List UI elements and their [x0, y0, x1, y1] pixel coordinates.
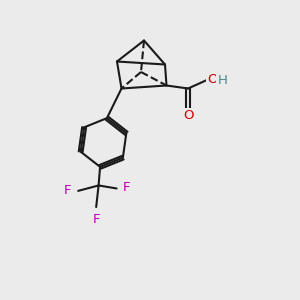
Text: H: H	[218, 74, 227, 87]
Text: O: O	[183, 109, 194, 122]
Text: F: F	[92, 213, 100, 226]
Text: F: F	[64, 184, 72, 197]
Text: O: O	[207, 73, 217, 86]
Text: F: F	[123, 182, 131, 194]
